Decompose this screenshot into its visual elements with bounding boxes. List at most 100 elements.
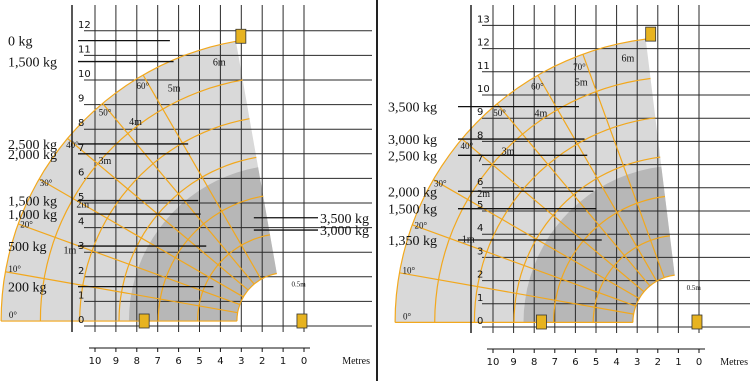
load-chart-right: 0° 10° 20° 30° 40° 50° 60° 70° 6m 5m 4m 3m 2m 1m 0 1 2 3 4…	[378, 0, 755, 381]
chart-body: 0°10°20°30°40°50°60°70°6m5m4m3m2m1m01234…	[388, 5, 750, 368]
x-tick-label: 7	[552, 357, 558, 368]
y-tick-label: 10	[78, 69, 91, 80]
x-tick-label: 6	[175, 356, 181, 367]
y-tick-label: 2	[477, 270, 483, 281]
fork-carriage	[536, 314, 547, 330]
load-label: 2,000 kg	[388, 185, 437, 200]
y-tick-label: 11	[477, 61, 490, 72]
load-label: 3,000 kg	[388, 133, 437, 148]
y-tick-label: 1	[78, 290, 84, 301]
extension-label: 5m	[168, 83, 181, 94]
x-tick-label: 4	[217, 356, 223, 367]
extension-label: 1m	[64, 246, 77, 257]
angle-label: 60°	[531, 82, 544, 92]
x-tick-label: 10	[487, 357, 500, 368]
y-tick-label: 7	[477, 154, 483, 165]
angle-line	[38, 178, 244, 298]
y-tick-label: 12	[78, 20, 91, 31]
angle-line	[537, 74, 658, 282]
x-tick-label: 2	[655, 357, 661, 368]
load-chart-left-svg: 0°10°20°30°40°50°60°6m5m4m3m2m1m01234567…	[0, 5, 372, 367]
y-tick-label: 8	[477, 130, 483, 141]
extension-curve	[434, 77, 651, 323]
angle-line	[102, 103, 255, 285]
fork-carriage	[235, 28, 247, 44]
fork-carriage	[296, 313, 308, 329]
y-tick-label: 9	[78, 94, 84, 105]
x-axis-unit: Metres	[720, 357, 748, 368]
x-tick-label: 2	[259, 356, 265, 367]
x-tick-label: 3	[634, 357, 640, 368]
x-tick-label: 4	[613, 357, 619, 368]
x-tick-label: 0	[696, 357, 702, 368]
angle-line	[461, 138, 645, 293]
x-tick-label: 0	[301, 356, 307, 367]
angle-label: 60°	[136, 81, 149, 91]
load-label: 200 kg	[8, 281, 47, 296]
load-label: 3,000 kg	[320, 224, 369, 239]
angle-label: 10°	[402, 265, 415, 275]
x-tick-label: 6	[572, 357, 578, 368]
fork-carriage	[645, 26, 657, 42]
load-label: 2,500 kg	[388, 149, 437, 164]
angle-line	[412, 224, 636, 307]
y-tick-label: 4	[477, 223, 483, 234]
y-tick-label: 7	[78, 143, 84, 154]
angle-label: 50°	[493, 108, 506, 118]
ground-clearance-label: 0.5m	[291, 281, 306, 289]
load-label: 2,000 kg	[8, 148, 57, 163]
angle-label: 0°	[9, 310, 18, 320]
angle-line	[582, 54, 665, 278]
load-label: 3,500 kg	[320, 212, 369, 227]
x-tick-label: 1	[675, 357, 681, 368]
y-tick-label: 12	[477, 38, 490, 49]
extension-curve	[473, 117, 656, 323]
extension-label: 2m	[477, 189, 490, 200]
load-label: 0 kg	[8, 35, 33, 50]
extension-label: 6m	[622, 54, 635, 65]
y-tick-label: 6	[477, 177, 483, 188]
extension-curve	[553, 195, 666, 323]
angle-line	[5, 271, 238, 314]
y-tick-label: 10	[477, 84, 490, 95]
angle-label: 20°	[414, 221, 427, 231]
ground-clearance-label: 0.5m	[687, 284, 702, 292]
load-label: 1,500 kg	[8, 56, 57, 71]
y-tick-label: 6	[78, 167, 84, 178]
angle-line	[399, 272, 634, 315]
x-tick-label: 5	[593, 357, 599, 368]
y-tick-label: 3	[477, 246, 483, 257]
load-chart-left: 0°10°20°30°40°50°60°6m5m4m3m2m1m01234567…	[0, 0, 377, 381]
angle-label: 30°	[434, 179, 447, 189]
load-label: 3,500 kg	[388, 101, 437, 116]
y-tick-label: 11	[78, 44, 91, 55]
extension-label: 4m	[534, 109, 547, 120]
extension-curve	[592, 235, 670, 323]
x-axis-unit: Metres	[342, 356, 370, 367]
y-tick-label: 5	[477, 200, 483, 211]
extension-label: 4m	[129, 117, 142, 128]
fork-carriage	[138, 313, 150, 329]
extension-curve	[0, 40, 237, 322]
angle-line	[142, 74, 262, 280]
angle-label: 50°	[99, 108, 112, 118]
extension-curve	[632, 274, 675, 323]
x-tick-label: 3	[238, 356, 244, 367]
angle-label: 70°	[573, 62, 586, 72]
x-tick-label: 7	[155, 356, 161, 367]
load-label: 500 kg	[8, 240, 47, 255]
load-label: 2,500 kg	[8, 138, 57, 153]
angle-label: 10°	[8, 264, 21, 274]
panel-divider	[376, 0, 378, 381]
x-tick-label: 9	[113, 356, 119, 367]
y-tick-label: 0	[78, 315, 84, 326]
y-tick-label: 2	[78, 266, 84, 277]
load-label: 1,000 kg	[8, 208, 57, 223]
load-chart-right-svg: 0°10°20°30°40°50°60°70°6m5m4m3m2m1m01234…	[388, 5, 750, 368]
x-tick-label: 9	[510, 357, 516, 368]
angle-label: 40°	[461, 141, 474, 151]
y-tick-label: 1	[477, 293, 483, 304]
extension-curve	[513, 156, 661, 323]
angle-label: 0°	[403, 311, 412, 321]
extension-curve	[394, 38, 646, 323]
